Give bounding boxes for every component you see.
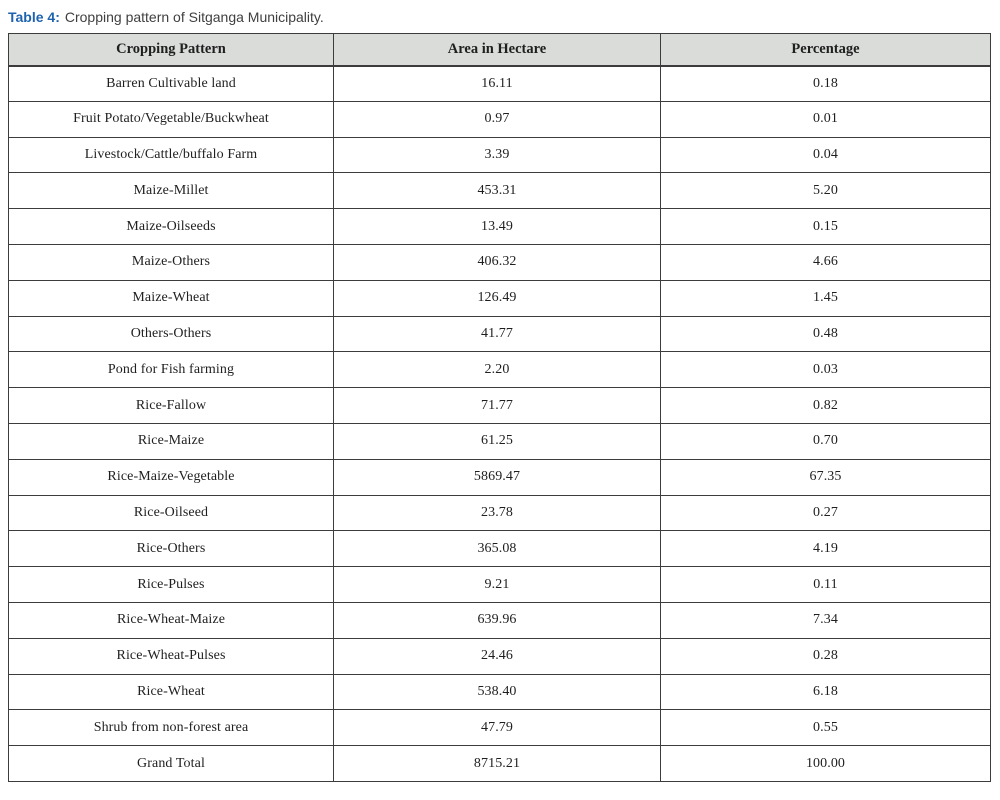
table-cell: Rice-Oilseed — [8, 494, 334, 532]
table-cell: Livestock/Cattle/buffalo Farm — [8, 136, 334, 174]
table-row: Maize-Others 406.32 4.66 — [8, 243, 991, 281]
table-cell: 639.96 — [333, 601, 661, 639]
table-row: Rice-Others 365.08 4.19 — [8, 530, 991, 568]
table-cell: 23.78 — [333, 494, 661, 532]
table-cell: Rice-Wheat-Pulses — [8, 637, 334, 675]
table-cell: Barren Cultivable land — [8, 65, 334, 102]
table-cell: 24.46 — [333, 637, 661, 675]
table-cell: 3.39 — [333, 136, 661, 174]
page: Table 4: Cropping pattern of Sitganga Mun… — [8, 7, 992, 782]
table-cell: 0.15 — [660, 208, 991, 245]
table-cell: 0.18 — [660, 65, 991, 102]
table-cell: Others-Others — [8, 315, 334, 353]
table-cell: 126.49 — [333, 279, 661, 317]
table-cell: Fruit Potato/Vegetable/Buckwheat — [8, 100, 334, 138]
table-row: Others-Others 41.77 0.48 — [8, 315, 991, 353]
table-cell: 4.19 — [660, 530, 991, 568]
table-cell: 0.01 — [660, 100, 991, 138]
table-cell: 2.20 — [333, 351, 661, 389]
table-row: Rice-Oilseed 23.78 0.27 — [8, 494, 991, 532]
table-cell: Pond for Fish farming — [8, 351, 334, 389]
table-cell: 5869.47 — [333, 458, 661, 496]
table-row: Grand Total 8715.21 100.00 — [8, 745, 991, 782]
table-row: Rice-Wheat-Maize 639.96 7.34 — [8, 601, 991, 639]
table-cell: Maize-Wheat — [8, 279, 334, 317]
table-cell: Rice-Wheat-Maize — [8, 601, 334, 639]
table-row: Rice-Fallow 71.77 0.82 — [8, 387, 991, 424]
table-cell: 0.28 — [660, 637, 991, 675]
table-cell: 0.03 — [660, 351, 991, 389]
table-cell: 365.08 — [333, 530, 661, 568]
table-cell: Maize-Millet — [8, 172, 334, 210]
table-cell: 0.82 — [660, 387, 991, 424]
table-caption-label: Table 4: — [8, 9, 60, 25]
table-cell: 16.11 — [333, 65, 661, 102]
table-cell: 0.70 — [660, 422, 991, 460]
table-cell: 0.11 — [660, 566, 991, 603]
table-row: Barren Cultivable land 16.11 0.18 — [8, 65, 991, 102]
table-cell: 7.34 — [660, 601, 991, 639]
table-cell: 100.00 — [660, 745, 991, 782]
table-cell: 8715.21 — [333, 745, 661, 782]
cropping-pattern-table: Cropping Pattern Area in Hectare Percent… — [8, 33, 991, 782]
table-caption-text: Cropping pattern of Sitganga Municipalit… — [64, 9, 324, 25]
table-cell: 1.45 — [660, 279, 991, 317]
table-row: Livestock/Cattle/buffalo Farm 3.39 0.04 — [8, 136, 991, 174]
table-cell: 67.35 — [660, 458, 991, 496]
table-cell: 61.25 — [333, 422, 661, 460]
table-cell: Rice-Fallow — [8, 387, 334, 424]
table-cell: 0.48 — [660, 315, 991, 353]
table-cell: Rice-Pulses — [8, 566, 334, 603]
table-cell: 0.97 — [333, 100, 661, 138]
table-row: Rice-Wheat 538.40 6.18 — [8, 673, 991, 711]
table-row: Rice-Maize 61.25 0.70 — [8, 422, 991, 460]
table-cell: 71.77 — [333, 387, 661, 424]
table-cell: Maize-Others — [8, 243, 334, 281]
table-row: Shrub from non-forest area 47.79 0.55 — [8, 709, 991, 747]
table-row: Maize-Wheat 126.49 1.45 — [8, 279, 991, 317]
column-header-area-in-hectare: Area in Hectare — [333, 33, 661, 67]
table-row: Maize-Oilseeds 13.49 0.15 — [8, 208, 991, 245]
table-header: Cropping Pattern Area in Hectare Percent… — [8, 33, 991, 67]
table-cell: Rice-Others — [8, 530, 334, 568]
table-cell: 4.66 — [660, 243, 991, 281]
table-cell: 5.20 — [660, 172, 991, 210]
table-cell: Grand Total — [8, 745, 334, 782]
table-cell: Rice-Maize-Vegetable — [8, 458, 334, 496]
table-cell: 453.31 — [333, 172, 661, 210]
table-row: Maize-Millet 453.31 5.20 — [8, 172, 991, 210]
table-caption: Table 4: Cropping pattern of Sitganga Mun… — [8, 7, 992, 27]
table-row: Rice-Pulses 9.21 0.11 — [8, 566, 991, 603]
table-cell: 9.21 — [333, 566, 661, 603]
table-cell: 538.40 — [333, 673, 661, 711]
table-row: Pond for Fish farming 2.20 0.03 — [8, 351, 991, 389]
table-cell: Rice-Maize — [8, 422, 334, 460]
table-cell: 6.18 — [660, 673, 991, 711]
column-header-percentage: Percentage — [660, 33, 991, 67]
table-cell: 0.27 — [660, 494, 991, 532]
column-header-cropping-pattern: Cropping Pattern — [8, 33, 334, 67]
table-cell: 41.77 — [333, 315, 661, 353]
table-cell: 13.49 — [333, 208, 661, 245]
table-cell: Shrub from non-forest area — [8, 709, 334, 747]
table-cell: 0.55 — [660, 709, 991, 747]
table-row: Fruit Potato/Vegetable/Buckwheat 0.97 0.01 — [8, 100, 991, 138]
table-cell: 406.32 — [333, 243, 661, 281]
table-cell: 47.79 — [333, 709, 661, 747]
table-row: Rice-Wheat-Pulses 24.46 0.28 — [8, 637, 991, 675]
table-header-row: Cropping Pattern Area in Hectare Percent… — [8, 33, 991, 67]
table-row: Rice-Maize-Vegetable 5869.47 67.35 — [8, 458, 991, 496]
table-cell: Maize-Oilseeds — [8, 208, 334, 245]
table-body: Barren Cultivable land 16.11 0.18 Fruit Pot… — [8, 65, 991, 782]
table-cell: Rice-Wheat — [8, 673, 334, 711]
table-cell: 0.04 — [660, 136, 991, 174]
